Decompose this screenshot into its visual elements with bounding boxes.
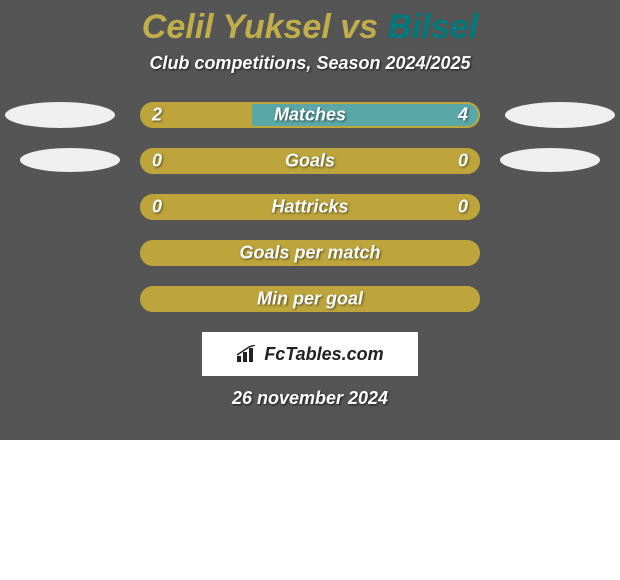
bars-icon: [236, 345, 260, 363]
page-title: Celil Yuksel vs Bilsel: [0, 8, 620, 47]
date-line: 26 november 2024: [0, 388, 620, 409]
title-vs: vs: [340, 8, 387, 46]
stat-value-left: 0: [152, 197, 162, 218]
placeholder-oval-right: [500, 148, 600, 172]
stat-bar: 0 0 Goals: [140, 148, 480, 174]
stat-value-right: 0: [458, 197, 468, 218]
placeholder-oval-left: [20, 148, 120, 172]
stat-bar: 2 4 Matches: [140, 102, 480, 128]
title-player-left: Celil Yuksel: [142, 8, 331, 46]
stat-row: Goals per match: [0, 240, 620, 266]
brand-logo-box: FcTables.com: [202, 332, 418, 376]
stat-value-left: 0: [152, 151, 162, 172]
stat-bar: 0 0 Hattricks: [140, 194, 480, 220]
title-player-right: Bilsel: [388, 8, 479, 46]
brand-logo: FcTables.com: [236, 344, 383, 365]
stat-row: Min per goal: [0, 286, 620, 312]
stat-value-left: 2: [152, 105, 162, 126]
brand-logo-text: FcTables.com: [264, 344, 383, 365]
stat-label: Min per goal: [257, 289, 363, 310]
stat-label: Matches: [274, 105, 346, 126]
stat-value-right: 0: [458, 151, 468, 172]
comparison-card: Celil Yuksel vs Bilsel Club competitions…: [0, 0, 620, 440]
subtitle: Club competitions, Season 2024/2025: [0, 53, 620, 74]
bars-zone: 2 4 Matches 0 0 Goals 0 0 Hattricks Goals per mat…: [0, 102, 620, 312]
stat-label: Hattricks: [271, 197, 348, 218]
stat-label: Goals per match: [239, 243, 380, 264]
stat-row: 2 4 Matches: [0, 102, 620, 128]
stat-value-right: 4: [458, 105, 468, 126]
stat-bar: Min per goal: [140, 286, 480, 312]
stat-bar: Goals per match: [140, 240, 480, 266]
stat-row: 0 0 Hattricks: [0, 194, 620, 220]
stat-label: Goals: [285, 151, 335, 172]
placeholder-oval-left: [5, 102, 115, 128]
placeholder-oval-right: [505, 102, 615, 128]
stat-row: 0 0 Goals: [0, 148, 620, 174]
